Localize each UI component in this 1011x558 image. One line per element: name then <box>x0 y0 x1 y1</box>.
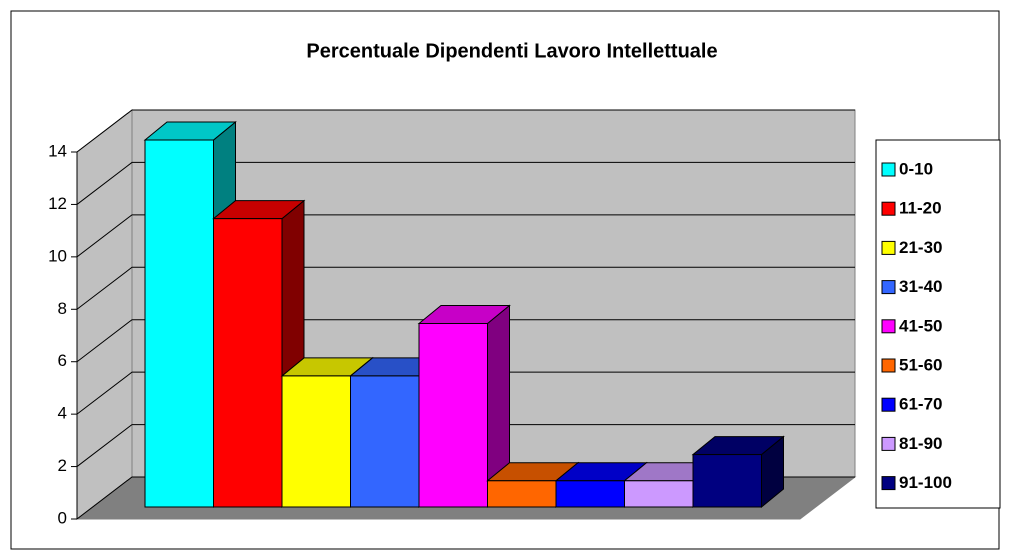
side-wall <box>76 108 133 521</box>
bar <box>418 323 488 508</box>
bar <box>281 375 351 508</box>
legend-label: 51-60 <box>899 355 942 374</box>
grid-line <box>76 161 855 205</box>
legend-label: 41-50 <box>899 316 942 335</box>
legend-swatch <box>881 476 896 491</box>
bar <box>350 375 420 508</box>
grid-line <box>76 214 855 258</box>
legend-label: 31-40 <box>899 277 942 296</box>
bar <box>624 480 694 508</box>
legend-swatch <box>881 201 896 216</box>
grid-line <box>76 319 855 363</box>
legend-label: 61-70 <box>899 395 942 414</box>
legend-swatch <box>881 358 896 373</box>
bar <box>144 139 214 508</box>
legend-swatch <box>881 397 896 412</box>
bar <box>487 480 557 508</box>
legend-swatch <box>881 162 896 177</box>
grid-line <box>76 266 855 310</box>
y-tick-label: 8 <box>58 299 67 318</box>
grid-line <box>76 371 855 415</box>
bar <box>692 454 762 508</box>
legend-swatch <box>881 280 896 295</box>
legend-box <box>875 139 1001 509</box>
legend-swatch <box>881 240 896 255</box>
chart-title: Percentuale Dipendenti Lavoro Intellettu… <box>306 40 717 62</box>
grid-line <box>76 424 855 467</box>
legend-label: 91-100 <box>899 473 952 492</box>
y-tick-label: 10 <box>48 246 67 265</box>
legend-label: 0-10 <box>899 159 933 178</box>
legend-label: 11-20 <box>899 199 942 218</box>
legend-label: 21-30 <box>899 238 942 257</box>
y-tick-label: 2 <box>58 456 67 475</box>
legend-label: 81-90 <box>899 434 942 453</box>
legend-swatch <box>881 319 896 334</box>
bar <box>213 218 283 508</box>
y-tick-label: 12 <box>48 194 67 213</box>
y-tick-label: 4 <box>58 404 67 423</box>
legend-swatch <box>881 436 896 451</box>
grid-line <box>76 109 855 153</box>
bar <box>555 480 625 508</box>
y-tick-label: 0 <box>58 508 67 527</box>
y-tick-label: 14 <box>48 141 67 160</box>
y-tick-label: 6 <box>58 351 67 370</box>
